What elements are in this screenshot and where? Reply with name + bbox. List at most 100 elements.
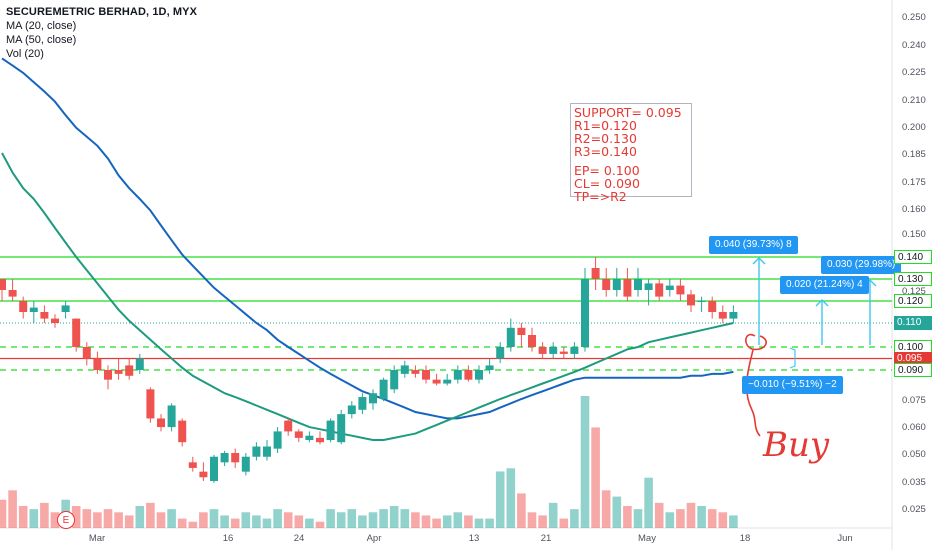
volume-bar [623,506,632,528]
candle-body [665,285,674,290]
candle-body [157,418,165,428]
candle-body [61,305,70,312]
volume-bar [707,509,717,528]
candle-body [40,312,49,319]
volume-bar [665,512,675,528]
volume-bars [0,396,738,528]
earnings-marker[interactable]: E [57,511,75,529]
candles [0,257,738,483]
annotations: Buy [745,257,877,465]
volume-bar [633,509,643,528]
volume-bar [199,512,208,528]
time-tick-label: 24 [294,533,305,544]
candle-body [284,420,293,432]
measure-tag-cutloss[interactable]: −0.010 (−9.51%) −2 [742,376,843,394]
candle-body [210,456,218,481]
buy-pointer [745,349,761,437]
volume-bar [389,506,399,528]
candle-body [220,453,229,463]
legend-volume[interactable]: Vol (20) [6,48,44,60]
buy-circle [745,333,767,351]
volume-bar [82,509,92,528]
price-tick-label: 0.025 [902,504,926,515]
volume-bar [495,471,505,528]
price-label-resistance: 0.120 [894,294,932,308]
price-tick-label: 0.035 [902,477,926,488]
measure-tag-r3b[interactable]: 0.030 (29.98%) [821,256,901,274]
price-tick-label: 0.250 [902,12,926,23]
candle-body [591,268,600,279]
measure-tag-r3[interactable]: 0.040 (39.73%) 8 [709,236,798,254]
volume-bar [93,512,102,528]
volume-bar [464,515,473,528]
volume-bar [453,512,463,528]
price-tick-label: 0.125 [902,286,926,297]
volume-bar [103,509,113,528]
price-label-stop: 0.090 [894,363,932,377]
legend-ma50[interactable]: MA (50, close) [6,34,77,46]
volume-bar [718,512,728,528]
candle-body [475,370,483,380]
measure-tag-r2[interactable]: 0.020 (21.24%) 4 [780,276,869,294]
volume-bar [517,493,526,528]
candle-body [273,431,282,449]
volume-bar [135,506,145,528]
volume-bar [50,512,60,528]
candle-body [708,301,717,312]
candle-body [263,446,271,457]
volume-bar [548,502,558,528]
volume-bar [29,509,39,528]
candle-body [623,279,632,297]
time-tick-label: Mar [89,533,105,544]
candle-body [697,301,706,302]
candle-body [114,370,123,374]
volume-bar [167,509,176,528]
volume-bar [686,502,696,528]
candle-body [135,358,144,370]
volume-bar [315,521,325,528]
measure-arrow-r3-head [752,257,766,265]
candle-body [29,307,38,312]
ma20-line [1,152,734,441]
candle-body [655,283,664,297]
volume-bar [421,515,431,528]
note-r1: R1=0.120 [574,118,637,133]
time-tick-label: Apr [367,533,382,544]
time-axis: Mar 16 24 Apr 13 21 May 18 Jun [89,533,853,544]
candle-body [305,435,314,441]
candle-body [453,370,462,380]
candle-body [146,389,155,419]
volume-bar [485,518,494,528]
candle-body [294,431,303,438]
price-tick-label: 0.240 [902,40,926,51]
volume-bar [188,521,198,528]
candle-body [400,365,409,374]
legend: SECUREMETRIC BERHAD, 1D, MYX MA (20, clo… [6,5,197,61]
legend-ma20[interactable]: MA (20, close) [6,20,77,32]
chart-grid [0,0,893,550]
candle-body [178,420,187,443]
volume-bar [527,512,537,528]
price-tick-label: 0.075 [902,395,926,406]
candle-body [167,405,176,428]
candle-body [199,471,208,478]
price-tick-label: 0.160 [902,204,926,215]
measure-arrow-r2-head [815,299,829,307]
volume-bar [114,512,123,528]
trade-plan-note[interactable]: SUPPORT= 0.095 R1=0.120 R2=0.130 R3=0.14… [570,103,692,203]
note-cutloss: CL= 0.090 [574,176,640,191]
volume-bar [273,509,282,528]
volume-bar [18,506,28,528]
candle-body [326,420,335,441]
candle-body [687,294,695,306]
volume-bar [8,490,17,528]
candle-body [422,370,430,380]
volume-bar [601,490,611,528]
candle-body [581,279,589,347]
price-tick-label: 0.200 [902,122,926,133]
legend-title: SECUREMETRIC BERHAD, 1D, MYX [6,6,198,18]
candle-body [506,327,515,347]
candle-body [559,351,568,354]
volume-bar [252,515,261,528]
